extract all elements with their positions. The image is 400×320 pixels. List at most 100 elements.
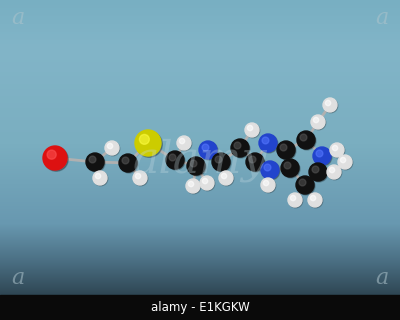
Circle shape <box>288 193 302 207</box>
Circle shape <box>331 144 345 158</box>
Circle shape <box>47 150 56 159</box>
Circle shape <box>119 154 137 172</box>
Circle shape <box>93 171 107 185</box>
Circle shape <box>260 135 278 153</box>
Circle shape <box>221 173 227 179</box>
Circle shape <box>284 162 291 169</box>
Circle shape <box>261 178 275 192</box>
Circle shape <box>309 194 323 208</box>
Circle shape <box>262 179 276 193</box>
Circle shape <box>311 115 325 129</box>
Circle shape <box>296 176 314 194</box>
Circle shape <box>213 154 231 172</box>
Circle shape <box>330 143 344 157</box>
Circle shape <box>312 166 319 173</box>
Circle shape <box>140 134 149 144</box>
Circle shape <box>94 172 108 186</box>
Circle shape <box>187 157 205 175</box>
Circle shape <box>105 141 119 155</box>
Circle shape <box>234 142 241 149</box>
Circle shape <box>338 155 352 169</box>
Circle shape <box>107 143 113 149</box>
Circle shape <box>133 171 147 185</box>
Circle shape <box>297 177 315 195</box>
Circle shape <box>313 117 319 123</box>
Circle shape <box>246 124 260 138</box>
Circle shape <box>313 147 331 165</box>
Circle shape <box>316 150 323 157</box>
Circle shape <box>232 140 250 158</box>
Circle shape <box>179 138 185 144</box>
Circle shape <box>199 141 217 159</box>
Circle shape <box>314 148 332 166</box>
Circle shape <box>120 155 138 173</box>
Circle shape <box>219 171 233 185</box>
Circle shape <box>190 160 197 167</box>
Circle shape <box>220 172 234 186</box>
Circle shape <box>297 131 315 149</box>
Circle shape <box>177 136 191 150</box>
Circle shape <box>188 158 206 176</box>
Circle shape <box>215 156 222 163</box>
Circle shape <box>247 125 253 131</box>
Circle shape <box>44 147 68 171</box>
Circle shape <box>86 153 104 171</box>
Circle shape <box>281 159 299 177</box>
Circle shape <box>212 153 230 171</box>
Circle shape <box>329 167 335 173</box>
Circle shape <box>136 131 162 157</box>
Circle shape <box>328 166 342 180</box>
Circle shape <box>282 160 300 178</box>
Circle shape <box>262 137 269 144</box>
Circle shape <box>263 180 269 186</box>
Circle shape <box>324 99 338 113</box>
Text: a: a <box>375 7 389 29</box>
Circle shape <box>327 165 341 179</box>
Circle shape <box>340 157 346 163</box>
Circle shape <box>106 142 120 156</box>
Bar <box>0 295 400 320</box>
Circle shape <box>245 123 259 137</box>
Circle shape <box>246 153 264 171</box>
Circle shape <box>299 179 306 186</box>
Circle shape <box>289 194 303 208</box>
Circle shape <box>339 156 353 170</box>
Circle shape <box>201 177 215 191</box>
Circle shape <box>259 134 277 152</box>
Circle shape <box>178 137 192 151</box>
Circle shape <box>43 146 67 170</box>
Circle shape <box>277 141 295 159</box>
Circle shape <box>262 162 280 180</box>
Circle shape <box>87 154 105 172</box>
Circle shape <box>261 161 279 179</box>
Circle shape <box>200 176 214 190</box>
Circle shape <box>323 98 337 112</box>
Circle shape <box>308 193 322 207</box>
Circle shape <box>309 163 327 181</box>
Text: a: a <box>375 267 389 289</box>
Circle shape <box>298 132 316 150</box>
Circle shape <box>166 151 184 169</box>
Circle shape <box>134 172 148 186</box>
Circle shape <box>231 139 249 157</box>
Circle shape <box>187 180 201 194</box>
Circle shape <box>89 156 96 163</box>
Circle shape <box>135 130 161 156</box>
Text: a: a <box>11 7 25 29</box>
Circle shape <box>122 157 129 164</box>
Circle shape <box>280 144 287 151</box>
Circle shape <box>186 179 200 193</box>
Circle shape <box>188 181 194 187</box>
Circle shape <box>249 156 256 163</box>
Circle shape <box>95 173 101 179</box>
Text: alamy - E1KGKW: alamy - E1KGKW <box>151 301 249 314</box>
Circle shape <box>247 154 265 172</box>
Circle shape <box>290 196 296 201</box>
Circle shape <box>300 134 307 141</box>
Circle shape <box>264 164 271 171</box>
Circle shape <box>310 196 316 201</box>
Circle shape <box>202 144 209 151</box>
Circle shape <box>332 145 338 151</box>
Circle shape <box>310 164 328 182</box>
Circle shape <box>325 100 331 106</box>
